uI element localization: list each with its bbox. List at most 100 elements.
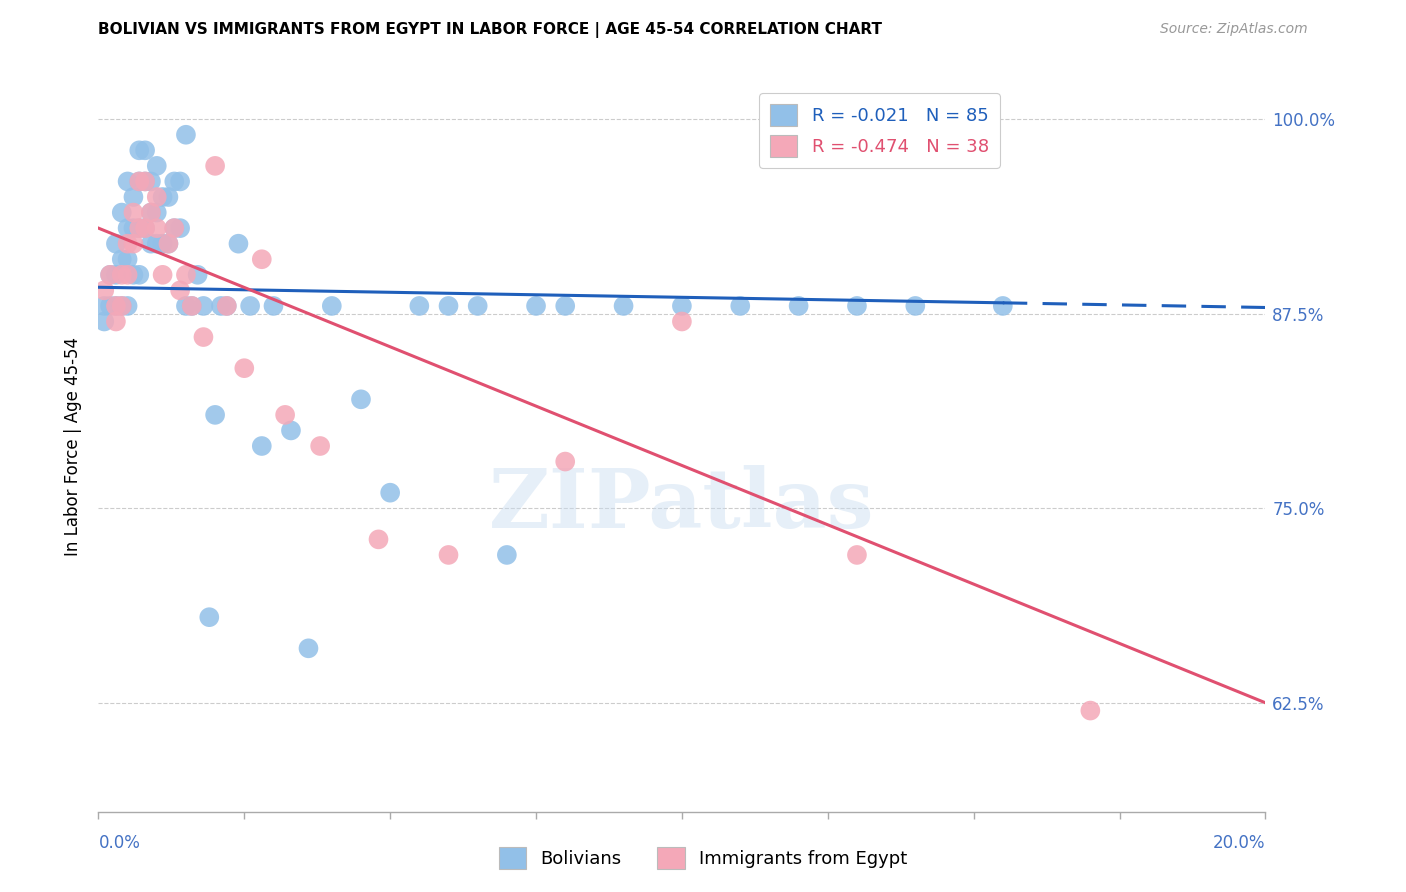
Text: BOLIVIAN VS IMMIGRANTS FROM EGYPT IN LABOR FORCE | AGE 45-54 CORRELATION CHART: BOLIVIAN VS IMMIGRANTS FROM EGYPT IN LAB… [98, 22, 883, 38]
Point [239, 299, 262, 313]
Point [111, 299, 134, 313]
Point [152, 190, 174, 204]
Point [122, 190, 145, 204]
Point [117, 221, 139, 235]
Point [157, 236, 180, 251]
Point [378, 485, 402, 500]
Point [122, 236, 145, 251]
Point [215, 299, 238, 313]
Point [169, 284, 191, 298]
Point [117, 252, 139, 267]
Point [163, 221, 186, 235]
Point [104, 314, 127, 328]
Point [104, 299, 127, 313]
Point [128, 268, 150, 282]
Point [128, 221, 150, 235]
Point [274, 408, 297, 422]
Point [321, 299, 343, 313]
Point [250, 252, 273, 267]
Point [437, 299, 460, 313]
Point [612, 299, 634, 313]
Point [117, 174, 139, 188]
Point [193, 330, 215, 344]
Point [128, 221, 150, 235]
Point [845, 299, 868, 313]
Point [198, 610, 221, 624]
Point [309, 439, 332, 453]
Point [146, 236, 169, 251]
Point [163, 174, 186, 188]
Point [111, 299, 134, 313]
Point [146, 159, 169, 173]
Point [228, 236, 250, 251]
Point [1080, 704, 1102, 718]
Point [152, 236, 174, 251]
Point [111, 205, 134, 219]
Point [122, 221, 145, 235]
Point [174, 268, 197, 282]
Point [367, 533, 389, 547]
Point [671, 299, 693, 313]
Point [350, 392, 373, 407]
Point [122, 268, 145, 282]
Point [728, 299, 751, 313]
Point [204, 408, 226, 422]
Point [111, 252, 134, 267]
Point [180, 299, 202, 313]
Point [233, 361, 256, 376]
Text: 0.0%: 0.0% [98, 834, 141, 852]
Point [146, 190, 169, 204]
Point [98, 299, 121, 313]
Point [104, 236, 127, 251]
Point [250, 439, 273, 453]
Point [467, 299, 489, 313]
Point [157, 236, 180, 251]
Point [152, 268, 174, 282]
Point [128, 174, 150, 188]
Point [187, 268, 209, 282]
Point [554, 454, 576, 468]
Point [193, 299, 215, 313]
Point [163, 221, 186, 235]
Point [93, 284, 115, 298]
Point [408, 299, 430, 313]
Point [524, 299, 547, 313]
Text: ZIPatlas: ZIPatlas [489, 465, 875, 544]
Point [134, 221, 156, 235]
Legend: Bolivians, Immigrants from Egypt: Bolivians, Immigrants from Egypt [489, 838, 917, 879]
Point [139, 205, 162, 219]
Point [139, 236, 162, 251]
Point [554, 299, 576, 313]
Point [991, 299, 1014, 313]
Point [128, 174, 150, 188]
Point [262, 299, 284, 313]
Point [98, 268, 121, 282]
Point [146, 221, 169, 235]
Point [104, 268, 127, 282]
Point [495, 548, 517, 562]
Text: 20.0%: 20.0% [1213, 834, 1265, 852]
Point [169, 174, 191, 188]
Point [280, 424, 302, 438]
Point [209, 299, 232, 313]
Legend: R = -0.021   N = 85, R = -0.474   N = 38: R = -0.021 N = 85, R = -0.474 N = 38 [759, 93, 1000, 168]
Point [437, 548, 460, 562]
Point [98, 268, 121, 282]
Point [111, 268, 134, 282]
Point [122, 205, 145, 219]
Point [157, 190, 180, 204]
Point [671, 314, 693, 328]
Point [134, 221, 156, 235]
Point [93, 299, 115, 313]
Point [104, 299, 127, 313]
Point [204, 159, 226, 173]
Point [134, 144, 156, 158]
Point [174, 128, 197, 142]
Point [215, 299, 238, 313]
Text: Source: ZipAtlas.com: Source: ZipAtlas.com [1160, 22, 1308, 37]
Point [139, 174, 162, 188]
Point [845, 548, 868, 562]
Point [146, 205, 169, 219]
Point [128, 144, 150, 158]
Point [139, 205, 162, 219]
